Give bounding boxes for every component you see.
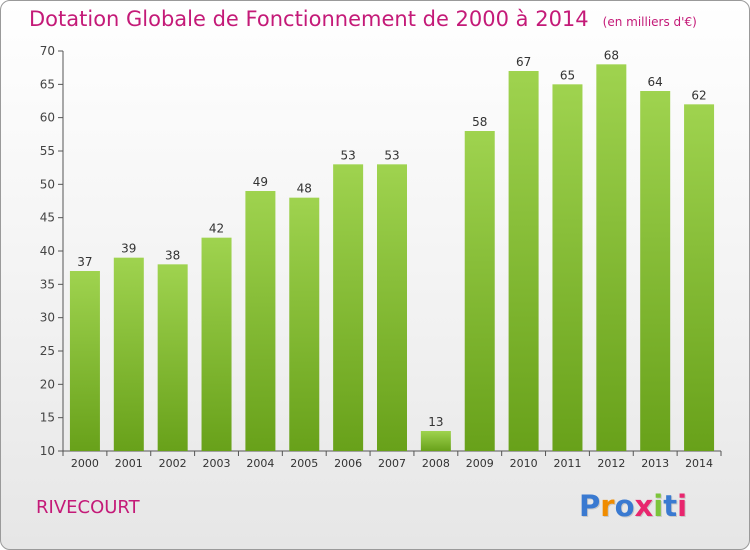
- x-tick-label-2002: 2002: [159, 457, 187, 470]
- value-label-2013: 64: [648, 75, 663, 89]
- y-tick-label: 65: [40, 77, 55, 91]
- bar-2011: [552, 84, 583, 451]
- bar-2003: [201, 237, 232, 451]
- bar-2013: [640, 91, 671, 451]
- title-row: Dotation Globale de Fonctionnement de 20…: [29, 7, 697, 31]
- y-tick-label: 15: [40, 411, 55, 425]
- commune-name: RIVECOURT: [36, 497, 140, 518]
- x-tick-label-2008: 2008: [422, 457, 450, 470]
- y-tick-label: 60: [40, 111, 55, 125]
- y-tick-label: 40: [40, 244, 55, 258]
- value-label-2014: 62: [691, 88, 706, 102]
- bar-2006: [333, 164, 364, 452]
- x-tick-label-2000: 2000: [71, 457, 99, 470]
- y-tick-label: 30: [40, 311, 55, 325]
- y-tick-label: 25: [40, 344, 55, 358]
- y-tick-label: 55: [40, 144, 55, 158]
- x-tick-label-2009: 2009: [466, 457, 494, 470]
- value-label-2012: 68: [604, 48, 619, 62]
- value-label-2007: 53: [384, 148, 399, 162]
- bar-2008: [420, 431, 451, 451]
- x-tick-label-2012: 2012: [597, 457, 625, 470]
- value-label-2004: 49: [253, 175, 268, 189]
- x-tick-label-2004: 2004: [246, 457, 274, 470]
- x-tick-label-2013: 2013: [641, 457, 669, 470]
- y-tick-label: 70: [40, 44, 55, 58]
- value-label-2000: 37: [77, 255, 92, 269]
- bar-2000: [69, 271, 100, 451]
- chart-unit: (en milliers d'€): [602, 15, 697, 29]
- value-label-2002: 38: [165, 248, 180, 262]
- proxiti-logo: Proxiti: [579, 489, 687, 523]
- logo-letter: r: [600, 489, 615, 523]
- bar-2004: [245, 191, 276, 451]
- value-label-2006: 53: [340, 148, 355, 162]
- bar-2012: [596, 64, 627, 452]
- logo-letter: x: [634, 489, 654, 523]
- bar-2007: [377, 164, 407, 452]
- x-tick-label-2003: 2003: [203, 457, 231, 470]
- x-tick-label-2006: 2006: [334, 457, 362, 470]
- y-tick-label: 35: [40, 277, 55, 291]
- bar-2002: [157, 264, 188, 451]
- logo-letter: t: [663, 489, 678, 523]
- value-labels: 37 2000 39 2001 38 2002 42 2003 49 2004 48 2005 53 20…: [71, 48, 713, 470]
- y-tick-label: 20: [40, 377, 55, 391]
- x-tick-label-2014: 2014: [685, 457, 713, 470]
- bar-2001: [113, 257, 144, 451]
- chart-title: Dotation Globale de Fonctionnement de 20…: [29, 7, 589, 31]
- axes: 10 15 20 25 30 35 40 45 50 55 60 65 70: [40, 44, 722, 458]
- value-label-2010: 67: [516, 55, 531, 69]
- bar-2009: [464, 131, 495, 451]
- value-label-2011: 65: [560, 68, 575, 82]
- logo-letter: i: [677, 489, 688, 523]
- value-label-2005: 48: [297, 182, 312, 196]
- x-tick-label-2010: 2010: [510, 457, 538, 470]
- bar-2005: [289, 197, 320, 451]
- x-tick-label-2005: 2005: [290, 457, 318, 470]
- logo-letter: o: [614, 489, 635, 523]
- y-tick-label: 10: [40, 444, 55, 458]
- logo-letter: P: [579, 489, 601, 523]
- y-tick-label: 45: [40, 211, 55, 225]
- bar-2014: [684, 104, 715, 451]
- x-tick-label-2001: 2001: [115, 457, 143, 470]
- value-label-2008: 13: [428, 415, 443, 429]
- bar-2010: [508, 71, 539, 451]
- x-tick-label-2007: 2007: [378, 457, 406, 470]
- logo-letter: i: [653, 489, 664, 523]
- y-tick-label: 50: [40, 177, 55, 191]
- value-label-2001: 39: [121, 242, 136, 256]
- value-label-2009: 58: [472, 115, 487, 129]
- value-label-2003: 42: [209, 222, 224, 236]
- bars: [69, 64, 715, 452]
- x-tick-label-2011: 2011: [553, 457, 581, 470]
